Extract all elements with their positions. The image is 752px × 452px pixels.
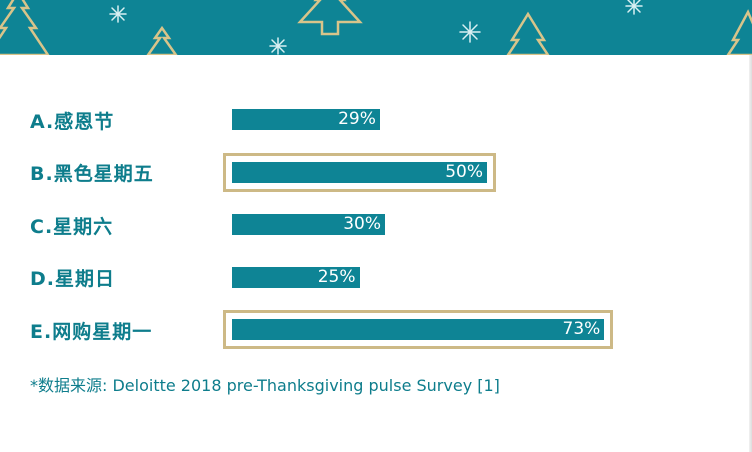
bar: 50% xyxy=(232,161,487,183)
category-label: C.星期六 xyxy=(30,215,114,238)
snowflake-icon xyxy=(625,0,643,15)
header-banner xyxy=(0,0,752,55)
category-label: D.星期日 xyxy=(30,268,115,290)
christmas-tree-icon xyxy=(146,25,178,55)
category-label: E.网购星期一 xyxy=(30,320,153,343)
bar-value-label: 50% xyxy=(445,161,483,182)
source-footnote: *数据来源: Deloitte 2018 pre-Thanksgiving pu… xyxy=(30,376,500,395)
bar: 73% xyxy=(232,319,605,340)
bar: 25% xyxy=(232,266,360,288)
bar-value-label: 25% xyxy=(317,266,356,287)
bar-value-label: 73% xyxy=(562,319,601,339)
card-edge xyxy=(749,55,752,452)
snowflake-icon xyxy=(109,5,127,23)
category-label: A.感恩节 xyxy=(30,110,115,133)
highlight-frame xyxy=(223,310,614,349)
bar-value-label: 30% xyxy=(343,214,381,234)
christmas-tree-icon xyxy=(506,11,550,55)
christmas-tree-icon xyxy=(297,0,363,36)
snowflake-icon xyxy=(459,21,481,43)
category-label: B.黑色星期五 xyxy=(30,163,154,185)
highlight-frame xyxy=(223,152,496,192)
christmas-tree-icon xyxy=(726,9,752,55)
bar: 30% xyxy=(232,214,385,235)
snowflake-icon xyxy=(269,37,287,55)
bar: 29% xyxy=(232,109,380,130)
christmas-decoration xyxy=(0,0,752,55)
christmas-tree-icon xyxy=(0,0,50,55)
bar-value-label: 29% xyxy=(338,109,376,129)
